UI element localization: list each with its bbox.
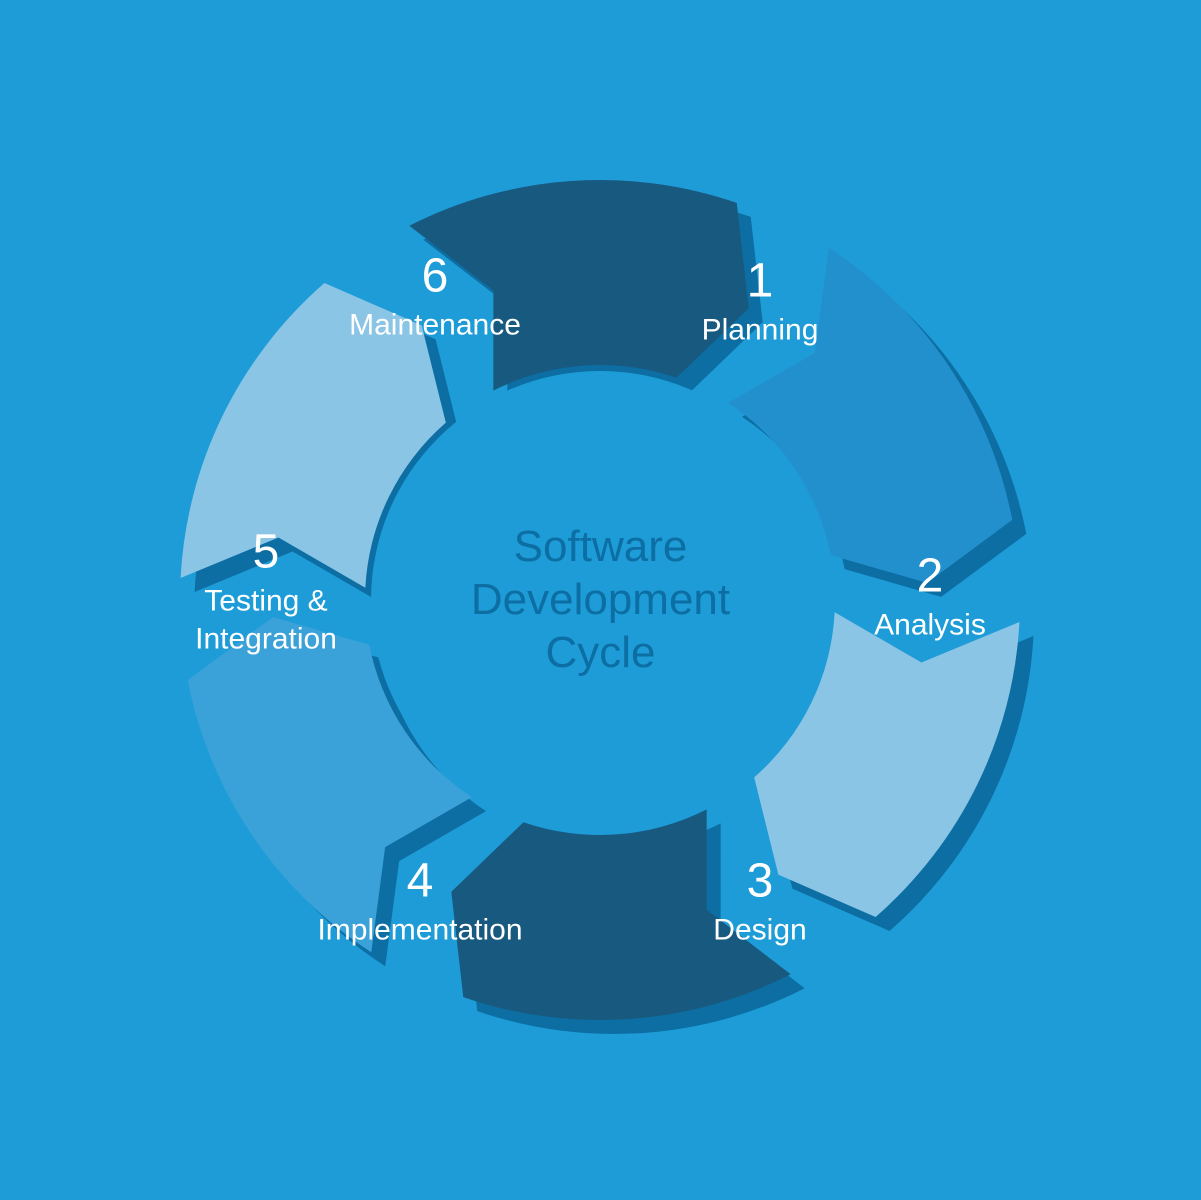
sdlc-cycle-diagram: SoftwareDevelopmentCycle 1Planning2Analy…: [0, 0, 1201, 1200]
cycle-ring: [0, 0, 1201, 1200]
center-circle: [371, 371, 829, 829]
segment-3: [451, 809, 790, 1020]
